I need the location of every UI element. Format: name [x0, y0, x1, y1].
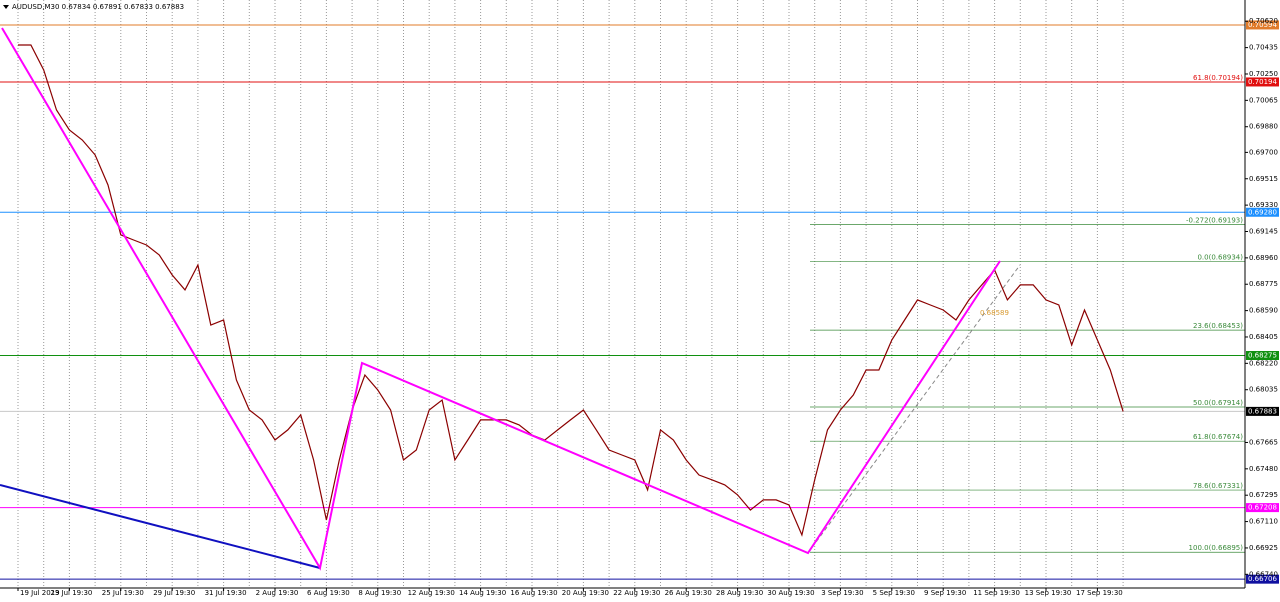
x-tick-label: 25 Jul 19:30 [102, 589, 144, 597]
price-line [18, 44, 1124, 537]
x-tick-label: 6 Aug 19:30 [307, 589, 350, 597]
y-tick-label: 0.68035 [1249, 386, 1278, 394]
y-tick-label: 0.70065 [1249, 96, 1278, 104]
y-tick-label: 0.70250 [1249, 70, 1278, 78]
x-tick-label: 30 Aug 19:30 [767, 589, 814, 597]
chart-title: AUDUSD,M30 0.67834 0.67891 0.67833 0.678… [12, 3, 184, 11]
y-tick-label: 0.69145 [1249, 227, 1278, 235]
y-tick-label: 0.67110 [1249, 518, 1278, 526]
x-tick-label: 8 Aug 19:30 [358, 589, 401, 597]
fibo-label: 78.6(0.67331) [1193, 482, 1243, 490]
level-label: 0.68275 [1248, 352, 1277, 360]
level-label: 0.70594 [1248, 21, 1277, 29]
x-tick-label: 31 Jul 19:30 [205, 589, 247, 597]
trend-line [0, 484, 321, 569]
y-tick-label: 0.68405 [1249, 333, 1278, 341]
level-box [1246, 503, 1279, 513]
x-tick-label: 2 Aug 19:30 [256, 589, 299, 597]
x-tick-label: 12 Aug 19:30 [408, 589, 455, 597]
x-tick-label: 23 Jul 19:30 [50, 589, 92, 597]
fibo-label: 100.0(0.66895) [1189, 544, 1244, 552]
y-tick-label: 0.67480 [1249, 465, 1278, 473]
zigzag [1, 27, 1001, 571]
y-tick-label: 0.68775 [1249, 280, 1278, 288]
level-label: 0.69280 [1248, 208, 1277, 216]
level-box [1246, 574, 1279, 584]
annotation: 0.68589 [980, 309, 1009, 317]
level-box [1246, 351, 1279, 361]
y-tick-label: 0.66925 [1249, 544, 1278, 552]
x-tick-label: 26 Aug 19:30 [665, 589, 712, 597]
price [18, 44, 1124, 537]
fibo-label: 23.6(0.68453) [1193, 322, 1243, 330]
y-tick-label: 0.69330 [1249, 201, 1278, 209]
x-tick-label: 14 Aug 19:30 [459, 589, 506, 597]
y-tick-label: 0.68220 [1249, 359, 1278, 367]
level-note: 61.8(0.70194) [1193, 74, 1243, 82]
level-box [1246, 207, 1279, 217]
x-tick-label: 22 Aug 19:30 [613, 589, 660, 597]
fibo-label: -0.272(0.69193) [1186, 217, 1243, 225]
fibo-trend [807, 264, 1021, 554]
fibo-label: 61.8(0.67674) [1193, 433, 1243, 441]
x-tick-label: 19 Jul 2019 [20, 589, 60, 597]
level-box [1246, 77, 1279, 87]
y-tick-label: 0.69700 [1249, 148, 1278, 156]
x-tick-label: 29 Jul 19:30 [153, 589, 195, 597]
levels: -0.272(0.69193) 0.0(0.68934) 23.6(0.68453)… [0, 20, 1279, 584]
y-tick-label: 0.66740 [1249, 570, 1278, 578]
x-tick-label: 20 Aug 19:30 [562, 589, 609, 597]
x-tick-label: 11 Sep 19:30 [973, 589, 1020, 597]
y-tick-label: 0.70435 [1249, 44, 1278, 52]
level-label: 0.67883 [1248, 407, 1277, 415]
level-label: 0.66706 [1248, 575, 1277, 583]
y-tick-label: 0.68960 [1249, 254, 1278, 262]
y-tick-label: 0.67665 [1249, 438, 1278, 446]
menu-arrow[interactable] [3, 5, 9, 9]
fibo-label: 0.0(0.68934) [1197, 254, 1243, 262]
y-tick-label: 0.69880 [1249, 123, 1278, 131]
fibo-label: 50.0(0.67914) [1193, 399, 1243, 407]
y-tick-label: 0.67295 [1249, 491, 1278, 499]
level-label: 0.67208 [1248, 504, 1277, 512]
y-tick-label: 0.70620 [1249, 17, 1278, 25]
y-tick-label: 0.69515 [1249, 175, 1278, 183]
x-tick-label: 28 Aug 19:30 [716, 589, 763, 597]
x-tick-label: 16 Aug 19:30 [510, 589, 557, 597]
level-box [1246, 406, 1279, 416]
level-box [1246, 20, 1279, 30]
x-tick-label: 13 Sep 19:30 [1025, 589, 1072, 597]
x-tick-label: 9 Sep 19:30 [924, 589, 966, 597]
level-label: 0.70194 [1248, 78, 1277, 86]
x-tick-label: 17 Sep 19:30 [1076, 589, 1123, 597]
x-tick-label: 5 Sep 19:30 [873, 589, 915, 597]
x-tick-label: 3 Sep 19:30 [821, 589, 863, 597]
y-tick-label: 0.68590 [1249, 307, 1278, 315]
